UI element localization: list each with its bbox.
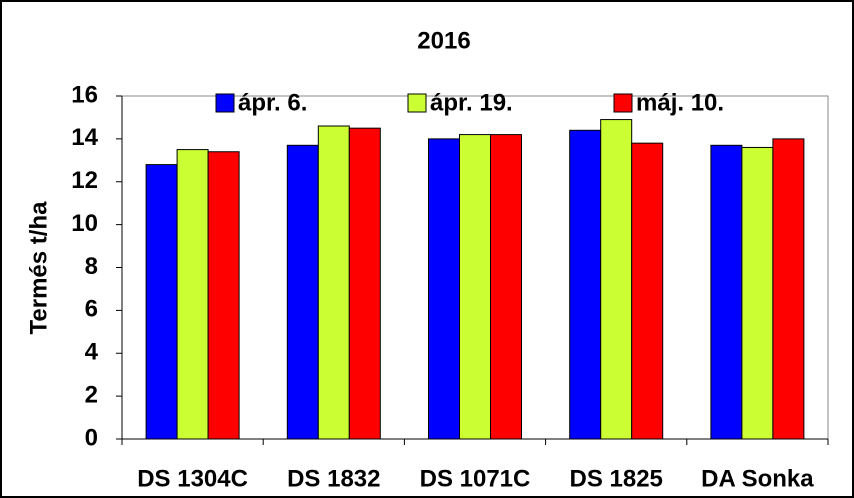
x-tick-label: DS 1825: [569, 465, 662, 492]
y-tick-label: 4: [85, 339, 99, 366]
bar: [207, 151, 240, 440]
bar: [428, 138, 460, 440]
bar: [145, 164, 178, 440]
bar: [286, 144, 319, 440]
y-tick-label: 10: [71, 210, 98, 237]
y-tick-label: 8: [85, 253, 98, 280]
y-tick-label: 14: [71, 124, 98, 151]
x-tick-label: DS 1304C: [137, 465, 248, 492]
x-tick-label: DS 1832: [287, 465, 380, 492]
x-tick-label: DS 1071C: [420, 465, 531, 492]
y-axis-label: Termés t/ha: [25, 201, 52, 335]
bar: [317, 125, 350, 440]
bar: [490, 134, 522, 440]
bar: [348, 127, 381, 440]
x-tick-label: DA Sonka: [701, 465, 814, 492]
bar: [772, 138, 805, 440]
bar: [631, 142, 664, 440]
y-tick-label: 6: [85, 296, 98, 323]
legend-label: máj. 10.: [636, 89, 724, 116]
bar: [741, 146, 774, 440]
legend-swatch: [215, 93, 235, 113]
legend-label: ápr. 6.: [238, 89, 307, 116]
y-tick-label: 16: [71, 81, 98, 108]
legend-label: ápr. 19.: [430, 89, 513, 116]
bar: [600, 119, 633, 440]
legend-swatch: [613, 93, 633, 113]
bar: [176, 149, 209, 440]
y-tick-label: 12: [71, 167, 98, 194]
legend-swatch: [407, 93, 427, 113]
y-tick-label: 2: [85, 381, 98, 408]
y-tick-label: 0: [85, 424, 98, 451]
bar: [569, 129, 602, 440]
chart-title: 2016: [417, 27, 470, 54]
bar: [710, 144, 743, 440]
bar: [459, 134, 491, 440]
